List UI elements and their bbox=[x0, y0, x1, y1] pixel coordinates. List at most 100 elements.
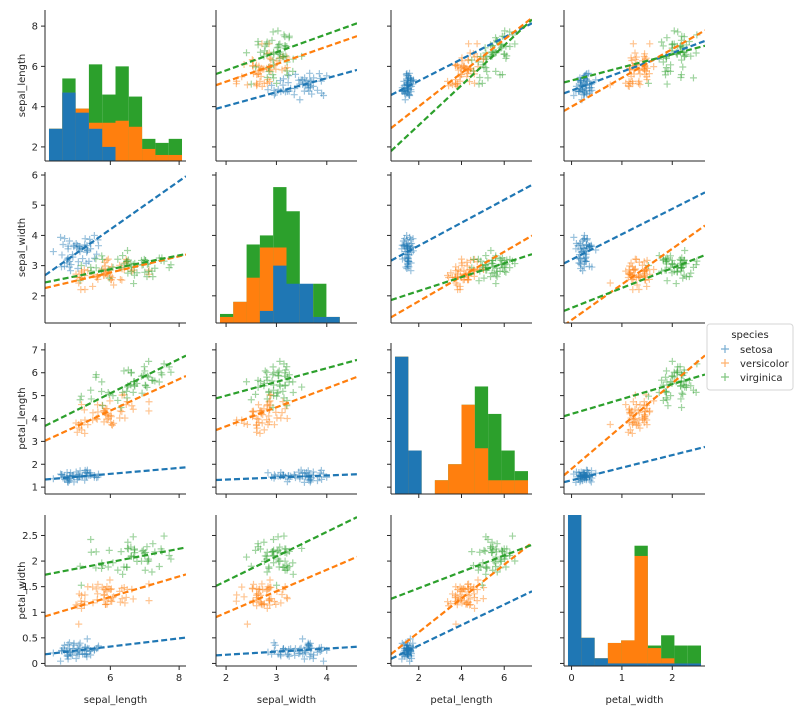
point-versicolor bbox=[260, 426, 268, 434]
point-setosa bbox=[586, 242, 594, 250]
point-versicolor bbox=[260, 600, 268, 608]
point-virginica bbox=[644, 392, 652, 400]
point-setosa bbox=[405, 258, 413, 266]
point-versicolor bbox=[627, 54, 635, 62]
point-virginica bbox=[105, 274, 113, 282]
regression-line-virginica bbox=[45, 546, 186, 576]
point-versicolor bbox=[465, 580, 473, 588]
point-versicolor bbox=[480, 584, 488, 592]
point-virginica bbox=[261, 367, 269, 375]
point-setosa bbox=[83, 650, 91, 658]
point-virginica bbox=[279, 387, 287, 395]
hist-bar-setosa bbox=[647, 663, 662, 666]
point-setosa bbox=[577, 241, 585, 249]
point-versicolor bbox=[632, 255, 640, 263]
point-setosa bbox=[83, 635, 91, 643]
point-virginica bbox=[281, 33, 289, 41]
panel-sepal_length-vs-sepal_width bbox=[212, 10, 357, 165]
point-setosa bbox=[295, 76, 303, 84]
point-versicolor bbox=[638, 414, 646, 422]
point-setosa bbox=[402, 86, 410, 94]
point-versicolor bbox=[145, 270, 153, 278]
point-virginica bbox=[492, 563, 500, 571]
point-versicolor bbox=[93, 273, 101, 281]
panel-petal_width-vs-petal_width: 0 1 2 bbox=[560, 515, 705, 684]
panel-sepal_length-vs-sepal_length: 2 4 6 8 bbox=[32, 10, 186, 165]
point-setosa bbox=[305, 641, 313, 649]
point-virginica bbox=[482, 563, 490, 571]
point-setosa bbox=[401, 96, 409, 104]
point-virginica bbox=[283, 363, 291, 371]
point-virginica bbox=[662, 257, 670, 265]
point-virginica bbox=[477, 257, 485, 265]
point-virginica bbox=[663, 254, 671, 262]
point-virginica bbox=[506, 255, 514, 263]
point-versicolor bbox=[257, 73, 265, 81]
point-virginica bbox=[275, 41, 283, 49]
x-tick-label: 1 bbox=[619, 673, 625, 684]
point-virginica bbox=[289, 378, 297, 386]
point-virginica bbox=[488, 538, 496, 546]
hist-bar-setosa bbox=[408, 450, 422, 494]
point-setosa bbox=[586, 243, 594, 251]
point-versicolor bbox=[253, 414, 261, 422]
point-virginica bbox=[673, 367, 681, 375]
point-virginica bbox=[269, 548, 277, 556]
point-virginica bbox=[167, 368, 175, 376]
point-versicolor bbox=[255, 70, 263, 78]
hist-bar-setosa bbox=[48, 128, 63, 161]
point-versicolor bbox=[116, 414, 124, 422]
point-virginica bbox=[280, 394, 288, 402]
point-setosa bbox=[577, 255, 585, 263]
point-virginica bbox=[124, 538, 132, 546]
point-virginica bbox=[273, 547, 281, 555]
point-setosa bbox=[73, 244, 81, 252]
regression-line-setosa bbox=[391, 590, 532, 660]
point-setosa bbox=[404, 262, 412, 270]
point-virginica bbox=[276, 381, 284, 389]
point-setosa bbox=[94, 242, 102, 250]
point-versicolor bbox=[636, 272, 644, 280]
point-setosa bbox=[404, 259, 412, 267]
point-virginica bbox=[256, 545, 264, 553]
point-virginica bbox=[488, 269, 496, 277]
point-virginica bbox=[130, 280, 138, 288]
y-tick-label: 1 bbox=[32, 608, 38, 619]
point-setosa bbox=[404, 255, 412, 263]
point-versicolor bbox=[84, 583, 92, 591]
point-versicolor bbox=[145, 597, 153, 605]
point-setosa bbox=[297, 76, 305, 84]
point-setosa bbox=[404, 254, 412, 262]
point-setosa bbox=[86, 647, 94, 655]
point-setosa bbox=[405, 251, 413, 259]
point-setosa bbox=[588, 86, 596, 94]
point-versicolor bbox=[277, 414, 285, 422]
regression-line-virginica bbox=[216, 22, 357, 76]
point-setosa bbox=[400, 644, 408, 652]
point-virginica bbox=[501, 267, 509, 275]
point-setosa bbox=[300, 87, 308, 95]
point-versicolor bbox=[122, 255, 130, 263]
point-virginica bbox=[664, 255, 672, 263]
point-versicolor bbox=[452, 620, 460, 628]
point-versicolor bbox=[628, 407, 636, 415]
point-setosa bbox=[588, 263, 596, 271]
point-virginica bbox=[682, 381, 690, 389]
point-setosa bbox=[401, 89, 409, 97]
point-versicolor bbox=[265, 597, 273, 605]
plot-area bbox=[216, 357, 357, 486]
point-setosa bbox=[404, 239, 412, 247]
regression-line-virginica bbox=[564, 373, 705, 418]
point-virginica bbox=[670, 373, 678, 381]
point-setosa bbox=[79, 255, 87, 263]
point-versicolor bbox=[255, 62, 263, 70]
point-virginica bbox=[668, 357, 676, 365]
point-versicolor bbox=[267, 67, 275, 75]
point-versicolor bbox=[630, 70, 638, 78]
point-setosa bbox=[82, 651, 90, 659]
point-setosa bbox=[581, 258, 589, 266]
point-setosa bbox=[63, 468, 71, 476]
point-virginica bbox=[273, 389, 281, 397]
point-setosa bbox=[306, 76, 314, 84]
point-virginica bbox=[668, 260, 676, 268]
